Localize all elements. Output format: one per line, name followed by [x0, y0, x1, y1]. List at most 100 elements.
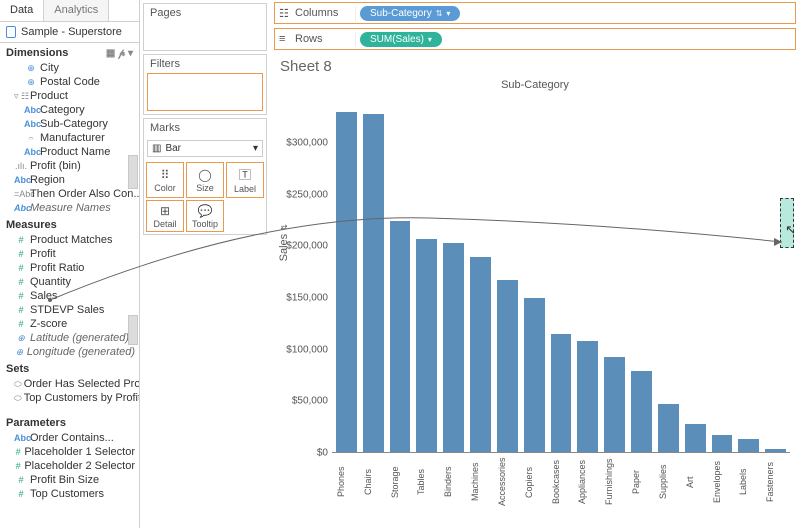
dimension-field[interactable]: =AbcThen Order Also Con... [0, 187, 139, 201]
measure-field[interactable]: #Profit Ratio [0, 261, 139, 275]
x-label: Bookcases [551, 453, 572, 513]
pill-subcategory[interactable]: Sub-Category⇅▾ [360, 6, 460, 21]
measure-field[interactable]: #STDEVP Sales [0, 303, 139, 317]
datasource-row[interactable]: Sample - Superstore [0, 22, 139, 43]
dimension-field[interactable]: ▿ ☷Product [0, 89, 139, 103]
x-label: Art [685, 453, 706, 513]
bar[interactable] [470, 257, 491, 452]
bar[interactable] [765, 449, 786, 452]
marks-label[interactable]: 🅃Label [226, 162, 264, 198]
detail-icon: ⊞ [160, 204, 170, 218]
mark-type-select[interactable]: ▥Bar▾ [147, 140, 263, 157]
dimension-field[interactable]: 𝄐Manufacturer [0, 131, 139, 145]
cards-column: Pages Filters Marks ▥Bar▾ ⠿Color ◯Size 🅃… [140, 0, 270, 528]
dimension-field[interactable]: ⊕City [0, 61, 139, 75]
dimension-field[interactable]: ⊕Postal Code [0, 75, 139, 89]
bar[interactable] [497, 280, 518, 452]
dimension-field[interactable]: AbcCategory [0, 103, 139, 117]
dimension-field[interactable]: AbcMeasure Names [0, 201, 139, 215]
label-icon: 🅃 [239, 166, 251, 183]
measure-field[interactable]: #Profit [0, 247, 139, 261]
x-label: Appliances [577, 453, 598, 513]
pages-card[interactable]: Pages [143, 3, 267, 51]
bar[interactable] [685, 424, 706, 452]
tab-data[interactable]: Data [0, 0, 44, 21]
parameter-field[interactable]: AbcOrder Contains... [0, 431, 139, 445]
bar[interactable] [604, 357, 625, 452]
measure-field[interactable]: #Quantity [0, 275, 139, 289]
y-tick: $200,000 [286, 241, 328, 252]
filters-card[interactable]: Filters [143, 54, 267, 115]
datasource-name: Sample - Superstore [21, 26, 122, 38]
bar[interactable] [577, 341, 598, 452]
measure-field[interactable]: ⊕Latitude (generated) [0, 331, 139, 345]
marks-size[interactable]: ◯Size [186, 162, 224, 198]
measure-field[interactable]: #Product Matches [0, 233, 139, 247]
dimension-field[interactable]: AbcRegion [0, 173, 139, 187]
measure-field[interactable]: ⊕Longitude (generated) [0, 345, 139, 359]
sort-icon: ⇅ [436, 9, 443, 18]
x-label: Binders [443, 453, 464, 513]
x-label: Machines [470, 453, 491, 513]
sidebar-tabs: Data Analytics [0, 0, 139, 22]
scrollbar-thumb-mea[interactable] [128, 315, 138, 345]
data-pane: Data Analytics Sample - Superstore Dimen… [0, 0, 140, 528]
set-field[interactable]: ⬭Top Customers by Profit [0, 391, 139, 405]
bar[interactable] [712, 435, 733, 453]
y-tick: $150,000 [286, 293, 328, 304]
y-tick: $0 [317, 448, 328, 459]
rows-shelf[interactable]: ≡Rows SUM(Sales)▾ [274, 28, 796, 50]
pill-sum-sales[interactable]: SUM(Sales)▾ [360, 32, 442, 47]
dimensions-header: Dimensions▦ 𝓅 ▾ [0, 43, 139, 61]
columns-shelf[interactable]: ☷Columns Sub-Category⇅▾ [274, 2, 796, 24]
sheet-title[interactable]: Sheet 8 [270, 52, 800, 77]
measure-field[interactable]: #Z-score [0, 317, 139, 331]
bar[interactable] [336, 112, 357, 452]
workspace: ☷Columns Sub-Category⇅▾ ≡Rows SUM(Sales)… [270, 0, 800, 528]
marks-tooltip[interactable]: 💬Tooltip [186, 200, 224, 232]
plot-area[interactable] [332, 107, 790, 453]
marks-detail[interactable]: ⊞Detail [146, 200, 184, 232]
y-tick: $100,000 [286, 344, 328, 355]
marks-color[interactable]: ⠿Color [146, 162, 184, 198]
dimensions-list: ⊕City⊕Postal Code▿ ☷ProductAbcCategoryAb… [0, 61, 139, 215]
x-label: Storage [390, 453, 411, 513]
parameter-field[interactable]: #Placeholder 1 Selector [0, 445, 139, 459]
parameter-field[interactable]: #Placeholder 2 Selector [0, 459, 139, 473]
measures-list: #Product Matches#Profit#Profit Ratio#Qua… [0, 233, 139, 359]
bar[interactable] [443, 243, 464, 452]
x-label: Paper [631, 453, 652, 513]
color-icon: ⠿ [161, 168, 170, 182]
y-axis: Sales ⇅ $300,000$250,000$200,000$150,000… [276, 107, 332, 453]
set-field[interactable]: ⬭Order Has Selected Pro... [0, 377, 139, 391]
tab-analytics[interactable]: Analytics [44, 0, 109, 21]
measure-field[interactable]: #Sales [0, 289, 139, 303]
x-label: Supplies [658, 453, 679, 513]
rows-icon: ≡ [279, 33, 285, 45]
x-label: Labels [738, 453, 759, 513]
dimension-field[interactable]: .ılı.Profit (bin) [0, 159, 139, 173]
bar[interactable] [524, 298, 545, 452]
x-label: Accessories [497, 453, 518, 513]
bar[interactable] [658, 404, 679, 452]
dimension-field[interactable]: AbcSub-Category [0, 117, 139, 131]
x-label: Envelopes [712, 453, 733, 513]
parameter-field[interactable]: #Top Customers [0, 487, 139, 501]
x-label: Copiers [524, 453, 545, 513]
bar[interactable] [390, 221, 411, 452]
parameters-list: AbcOrder Contains...#Placeholder 1 Selec… [0, 431, 139, 501]
x-axis-labels: PhonesChairsStorageTablesBindersMachines… [332, 453, 790, 513]
scrollbar-thumb-dim[interactable] [128, 155, 138, 189]
size-icon: ◯ [198, 168, 211, 182]
marks-card: Marks ▥Bar▾ ⠿Color ◯Size 🅃Label ⊞Detail … [143, 118, 267, 235]
parameters-header: Parameters [0, 413, 139, 431]
bar[interactable] [416, 239, 437, 452]
columns-icon: ☷ [279, 7, 289, 20]
parameter-field[interactable]: #Profit Bin Size [0, 473, 139, 487]
bar[interactable] [738, 439, 759, 452]
filters-drop[interactable] [147, 73, 263, 111]
bar[interactable] [363, 114, 384, 452]
dimension-field[interactable]: AbcProduct Name [0, 145, 139, 159]
bar[interactable] [551, 334, 572, 452]
bar[interactable] [631, 371, 652, 452]
